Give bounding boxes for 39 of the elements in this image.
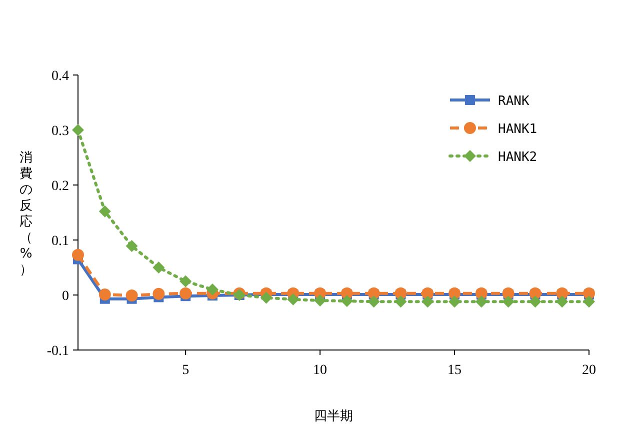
- point: [422, 296, 434, 308]
- point: [475, 296, 488, 308]
- point: [180, 275, 192, 288]
- point: [72, 248, 84, 261]
- x-tick-label: 10: [313, 363, 328, 378]
- point: [556, 296, 568, 308]
- point: [152, 262, 165, 274]
- legend-label: RANK: [498, 94, 530, 109]
- point: [502, 296, 514, 308]
- y-tick-label: 0: [62, 289, 69, 304]
- point: [340, 295, 353, 308]
- y-tick-label: 0.4: [52, 69, 69, 84]
- point: [583, 296, 595, 308]
- y-tick-label: 0.2: [52, 179, 69, 194]
- point: [529, 296, 542, 308]
- x-tick-label: 15: [448, 363, 462, 378]
- point: [98, 288, 111, 300]
- x-tick-label: 20: [582, 363, 596, 378]
- point: [260, 292, 272, 304]
- legend-label: HANK2: [498, 150, 538, 165]
- point: [287, 293, 300, 306]
- point: [448, 296, 461, 308]
- point: [72, 124, 84, 136]
- point: [368, 296, 380, 308]
- point: [152, 288, 165, 300]
- y-tick-label: -0.1: [46, 344, 69, 359]
- point: [314, 294, 326, 306]
- point: [394, 296, 407, 308]
- point: [98, 205, 111, 218]
- point: [180, 287, 192, 300]
- x-axis-title: 四半期: [314, 409, 353, 424]
- x-tick-label: 5: [182, 363, 190, 378]
- point: [126, 240, 138, 252]
- point: [126, 290, 138, 302]
- y-tick-label: 0.1: [52, 234, 69, 249]
- legend-label: HANK1: [498, 122, 538, 137]
- point: [206, 284, 218, 296]
- y-axis-title: 消費の反応（%）: [20, 150, 32, 278]
- y-tick-label: 0.3: [52, 124, 69, 139]
